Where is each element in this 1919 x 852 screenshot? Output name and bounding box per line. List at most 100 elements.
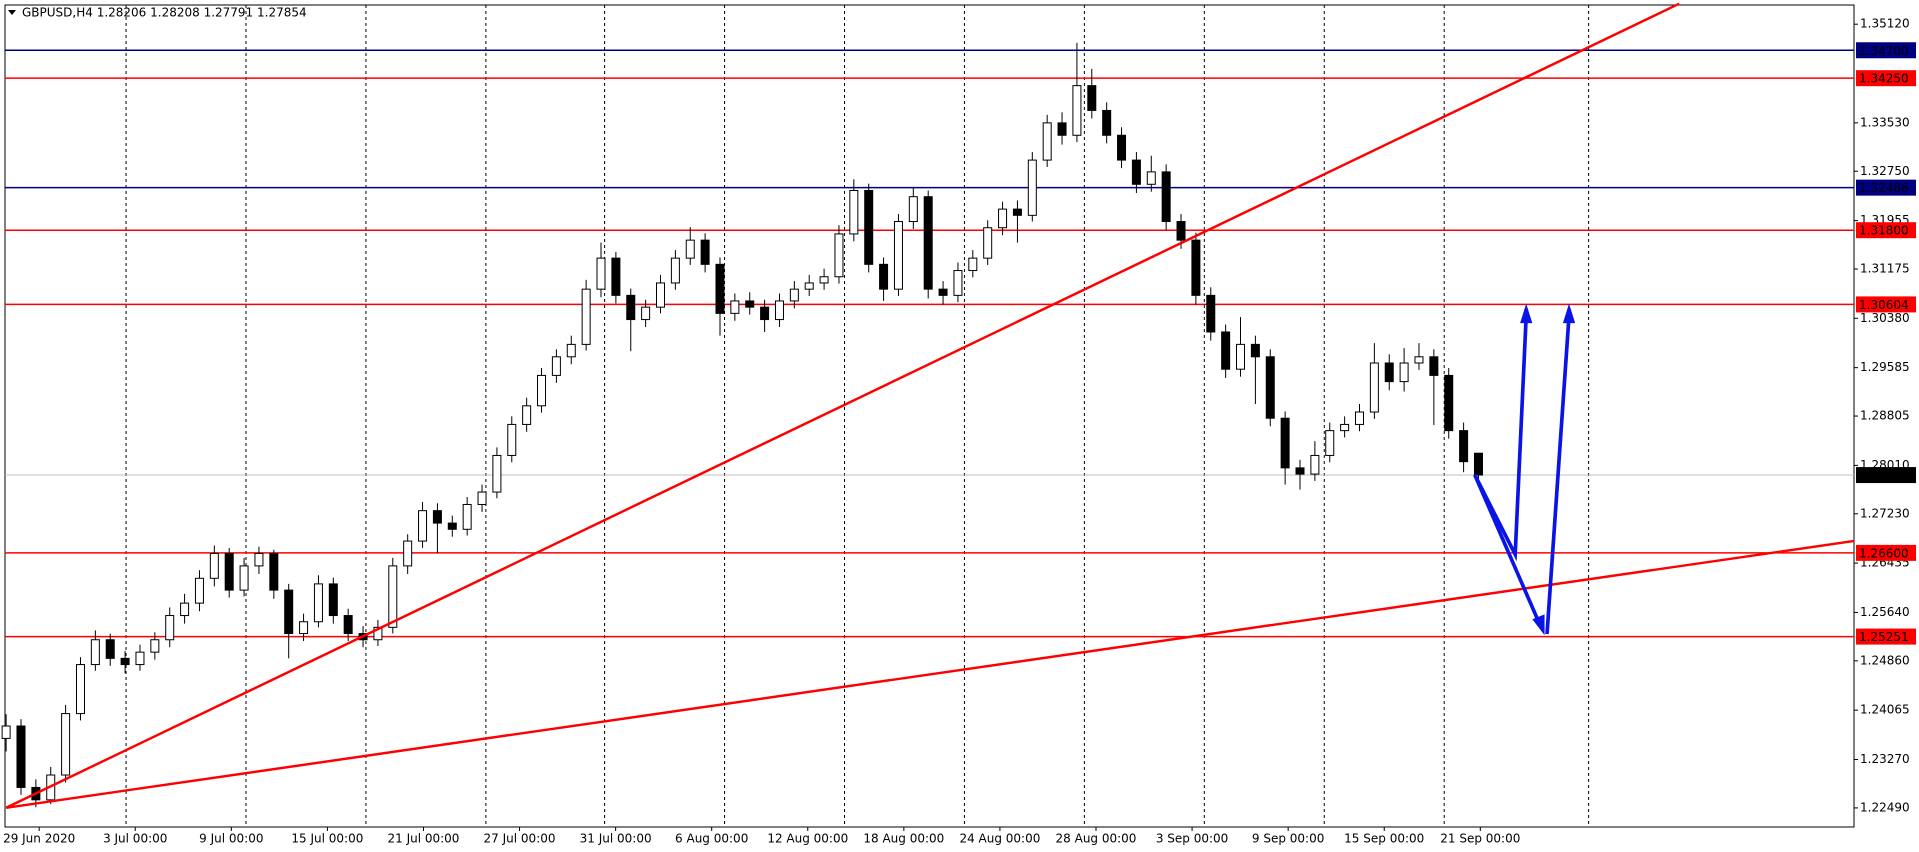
- y-tick-label: 1.23270: [1860, 752, 1910, 766]
- candle-body: [834, 233, 844, 278]
- y-tick-label: 1.33530: [1860, 115, 1910, 129]
- y-tick-label: 1.22490: [1860, 800, 1910, 814]
- x-tick-label: 15 Sep 00:00: [1344, 832, 1424, 846]
- candle-body: [477, 491, 487, 505]
- x-tick-label: 24 Aug 00:00: [959, 832, 1040, 846]
- level-marker: [1856, 179, 1916, 196]
- level-marker: [1856, 296, 1916, 313]
- candle-body: [908, 196, 918, 223]
- x-tick-label: 3 Jul 00:00: [103, 832, 167, 846]
- y-tick-label: 1.28805: [1860, 409, 1910, 423]
- candle-body: [403, 540, 413, 567]
- candle-body: [343, 615, 353, 635]
- plot-frame: [4, 4, 1855, 828]
- candle-body: [1295, 467, 1305, 475]
- chart-title: GBPUSD,H4 1.28206 1.28208 1.27791 1.2785…: [22, 6, 307, 20]
- candle-body: [313, 583, 323, 623]
- forecast-arrow: [1473, 474, 1542, 625]
- candle-body: [180, 602, 190, 617]
- candle-body: [1444, 374, 1454, 432]
- candle-body: [1384, 362, 1394, 383]
- y-tick-label: 1.31175: [1860, 261, 1910, 275]
- y-tick-label: 1.24065: [1860, 703, 1910, 717]
- candle-body: [774, 300, 784, 321]
- y-tick-label: 1.24860: [1860, 653, 1910, 667]
- candle-body: [1117, 134, 1127, 161]
- candle-body: [1221, 331, 1231, 370]
- candle-body: [1161, 171, 1171, 223]
- candle-body: [135, 651, 145, 666]
- candle-body: [1027, 159, 1037, 216]
- candle-body: [432, 510, 442, 524]
- candle-body: [938, 288, 948, 296]
- x-tick-label: 31 Jul 00:00: [580, 832, 652, 846]
- last-price-marker: [1856, 467, 1916, 484]
- candle-body: [209, 552, 219, 579]
- x-tick-label: 29 Jun 2020: [3, 832, 75, 846]
- candle-body: [641, 306, 651, 321]
- level-marker: [1856, 222, 1916, 239]
- candle-body: [1057, 122, 1067, 136]
- x-tick-label: 6 Aug 00:00: [675, 832, 748, 846]
- candle-body: [328, 583, 338, 617]
- candle-body: [1280, 417, 1290, 469]
- candle-body: [685, 239, 695, 259]
- candle-body: [165, 615, 175, 641]
- x-tick-label: 9 Sep 00:00: [1252, 832, 1324, 846]
- level-label: 1.32486: [1859, 181, 1909, 195]
- candle-body: [90, 639, 100, 666]
- candle-body: [120, 657, 130, 666]
- arrow-head: [1532, 614, 1545, 636]
- candle-body: [700, 239, 710, 265]
- x-tick-label: 12 Aug 00:00: [767, 832, 848, 846]
- candle-body: [1369, 362, 1379, 413]
- candle-body: [879, 263, 889, 290]
- candle-body: [75, 664, 85, 715]
- candle-body: [16, 725, 26, 788]
- candle-body: [730, 300, 740, 314]
- candle-body: [507, 423, 517, 456]
- arrow-head: [1520, 303, 1533, 324]
- candle-body: [537, 374, 547, 407]
- candle-body: [239, 565, 249, 591]
- x-tick-label: 28 Aug 00:00: [1056, 832, 1137, 846]
- candle-body: [1414, 356, 1424, 364]
- level-label: 1.34700: [1859, 44, 1909, 58]
- candle-body: [1236, 343, 1246, 370]
- candle-body: [1146, 171, 1156, 185]
- candle-body: [1176, 221, 1186, 241]
- candle-body: [983, 227, 993, 259]
- candle-body: [269, 552, 279, 591]
- candle-body: [1354, 411, 1364, 425]
- candle-body: [1250, 343, 1260, 358]
- candle-body: [462, 503, 472, 530]
- level-label: 1.31800: [1859, 224, 1909, 238]
- x-tick-label: 27 Jul 00:00: [484, 832, 556, 846]
- candle-body: [1191, 239, 1201, 296]
- candle-body: [566, 343, 576, 358]
- candle-body: [299, 621, 309, 635]
- candle-body: [760, 306, 770, 321]
- level-marker: [1856, 70, 1916, 87]
- drawings: [5, 2, 1855, 809]
- level-marker: [1856, 628, 1916, 645]
- x-tick-label: 3 Sep 00:00: [1156, 832, 1228, 846]
- forecast-arrow: [1545, 315, 1571, 635]
- candle-body: [655, 282, 665, 308]
- candle-body: [626, 294, 636, 321]
- candle-body: [611, 257, 621, 296]
- candle-body: [1072, 85, 1082, 136]
- candle-body: [923, 196, 933, 290]
- candle-body: [388, 565, 398, 628]
- trend-line: [5, 2, 1680, 809]
- candle-body: [224, 552, 234, 591]
- candle-body: [804, 282, 814, 290]
- candle-body: [1325, 430, 1335, 456]
- y-tick-label: 1.30380: [1860, 311, 1910, 325]
- candle-body: [893, 221, 903, 290]
- candle-body: [1131, 159, 1141, 185]
- candle-body: [1340, 423, 1350, 432]
- candle-body: [447, 522, 457, 530]
